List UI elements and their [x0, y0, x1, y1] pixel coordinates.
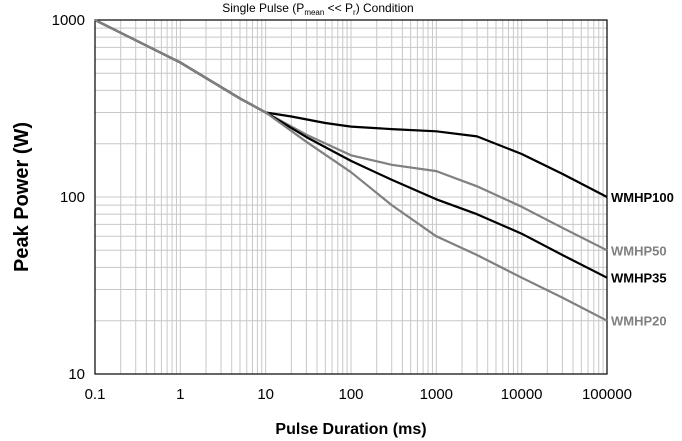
grid	[94, 20, 607, 375]
chart-title: Single Pulse (Pmean << Pr) Condition	[222, 1, 413, 17]
series-line-wmhp20	[94, 19, 608, 322]
x-tick-label: 1000	[420, 386, 453, 403]
series-label-wmhp35: WMHP35	[611, 271, 667, 286]
x-axis-ticks: 0.1 1 10 100 1000 10000 100000	[85, 386, 632, 403]
x-axis-title: Pulse Duration (ms)	[275, 421, 426, 438]
x-tick-label: 10	[257, 386, 274, 403]
x-tick-label: 100000	[582, 386, 632, 403]
y-tick-label: 1000	[52, 12, 85, 29]
x-tick-label: 0.1	[85, 386, 106, 403]
x-tick-label: 10000	[501, 386, 543, 403]
x-tick-label: 1	[176, 386, 184, 403]
y-tick-label: 100	[60, 189, 85, 206]
y-tick-label: 10	[68, 366, 85, 383]
series-label-wmhp100: WMHP100	[611, 190, 674, 205]
series-labels: WMHP100 WMHP50 WMHP35 WMHP20	[611, 190, 674, 329]
x-tick-label: 100	[338, 386, 363, 403]
y-axis-title: Peak Power (W)	[11, 122, 33, 272]
series-label-wmhp20: WMHP20	[611, 314, 667, 329]
y-axis-ticks: 10 100 1000	[52, 12, 85, 383]
series-lines	[94, 19, 608, 322]
series-label-wmhp50: WMHP50	[611, 243, 667, 258]
